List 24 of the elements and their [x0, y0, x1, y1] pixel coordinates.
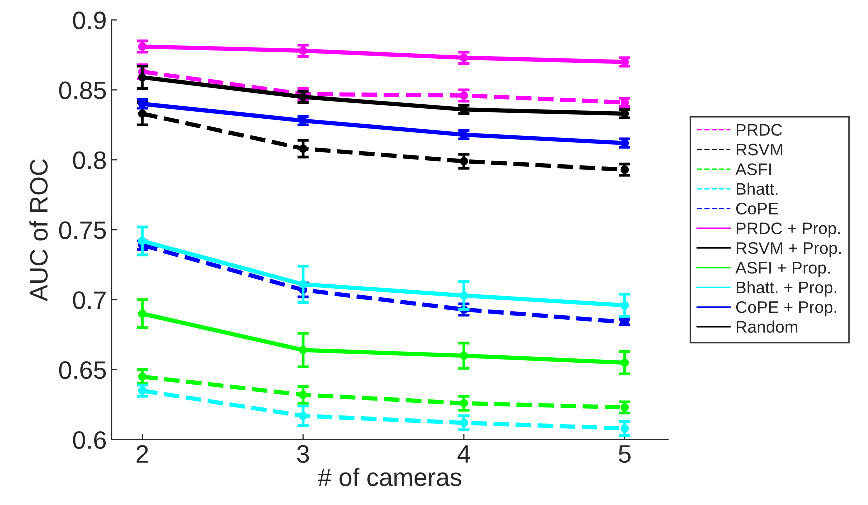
legend-label: CoPE [736, 202, 778, 215]
x-tick-label: 4 [458, 446, 470, 463]
x-tick-label: 5 [618, 446, 631, 464]
legend-label: Bhatt. [736, 182, 778, 196]
y-tick-label: 0.7 [73, 292, 106, 310]
legend-label: CoPE + Prop. [736, 302, 836, 317]
legend-label: ASFI + Prop. [736, 262, 830, 278]
legend-label: ASFI [736, 164, 772, 176]
y-tick-label: 0.85 [59, 82, 106, 100]
y-tick-label: 0.8 [73, 152, 106, 170]
x-tick-label: 2 [136, 445, 148, 463]
legend-label: PRDC + Prop. [736, 222, 840, 238]
x-tick-label: 3 [297, 445, 310, 464]
y-tick-label: 0.9 [73, 12, 106, 30]
legend-label: Bhatt. + Prop. [736, 281, 836, 297]
y-axis-title: AUC of ROC [30, 159, 48, 302]
legend-label: RSVM + Prop. [736, 242, 842, 258]
legend-label: Random [736, 320, 798, 334]
y-tick-label: 0.6 [73, 431, 106, 450]
y-tick-label: 0.65 [59, 362, 106, 380]
y-tick-label: 0.75 [59, 222, 106, 240]
legend-label: RSVM [736, 144, 782, 156]
x-axis-title: # of cameras [318, 468, 462, 486]
legend-label: PRDC [736, 124, 782, 136]
